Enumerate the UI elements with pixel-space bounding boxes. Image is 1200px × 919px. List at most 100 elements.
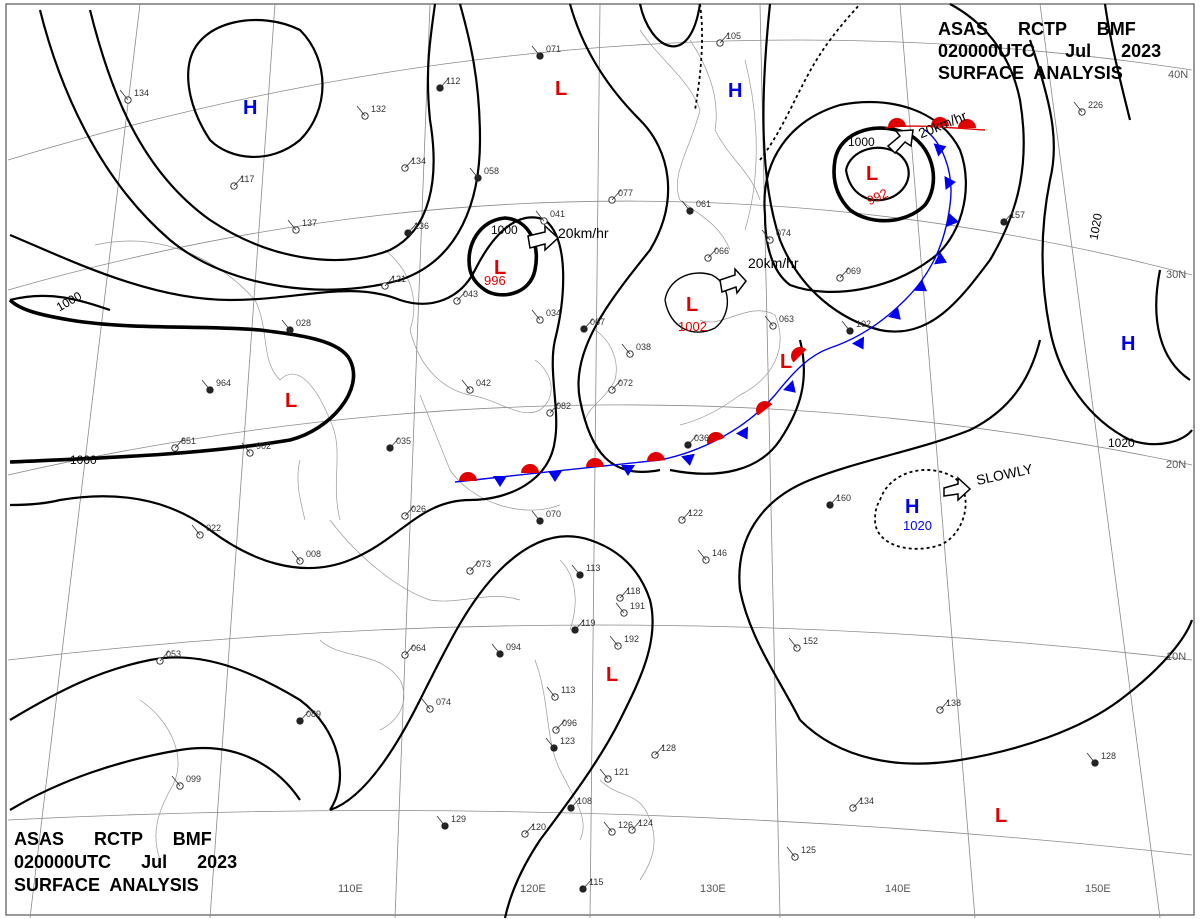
station-plot-icon: 008 — [291, 549, 321, 565]
station-pressure-code: 099 — [186, 774, 201, 784]
high-pressure-icon: H — [243, 97, 257, 119]
station-plot-icon: 053 — [156, 649, 181, 665]
station-pressure-code: 115 — [589, 877, 603, 887]
lon-label-150e: 150E — [1085, 883, 1111, 895]
motion-speed-label: 20km/hr — [916, 107, 969, 141]
station-pressure-code: 034 — [546, 308, 561, 318]
wind-barb — [852, 797, 863, 809]
station-pressure-code: 902 — [256, 441, 271, 451]
map-frame — [5, 3, 1195, 916]
wind-barb — [939, 699, 950, 711]
header-top-time: 020000UTC Jul 2023 — [938, 41, 1162, 61]
low-pressure-icon: L — [686, 294, 698, 316]
station-pressure-code: 121 — [614, 767, 629, 777]
station-plot-icon: 036 — [684, 433, 709, 449]
wind-barb — [545, 737, 555, 749]
cold-front-triangle — [933, 143, 947, 157]
isobars — [8, 3, 1194, 919]
wind-barb — [829, 494, 840, 506]
wind-barb — [841, 320, 851, 332]
station-plot-icon: 851 — [171, 436, 196, 452]
wind-barb — [839, 267, 850, 279]
latitude-labels: 40N 30N 20N 10N — [1166, 69, 1188, 663]
station-plot-icon: 118 — [616, 586, 640, 602]
wind-barb — [631, 819, 642, 831]
lon-label-120e: 120E — [520, 883, 546, 895]
station-plot-icon: 112 — [436, 76, 460, 92]
wind-barb — [764, 315, 774, 327]
station-plot-icon: 121 — [599, 767, 629, 783]
station-plot-icon: 064 — [401, 643, 426, 659]
station-plot-icon: 128 — [1086, 751, 1116, 767]
wind-barb — [687, 434, 698, 446]
warm-front-semicircle — [756, 401, 773, 416]
station-pressure-code: 138 — [946, 698, 961, 708]
station-pressure-code: 058 — [484, 166, 499, 176]
station-plot-icon: 136 — [404, 221, 429, 237]
coastlines — [94, 29, 781, 881]
wind-barb — [291, 550, 301, 562]
wind-barb — [191, 524, 201, 536]
wind-barb — [531, 45, 541, 57]
station-pressure-code: 113 — [561, 685, 575, 695]
station-plot-icon: 123 — [545, 736, 575, 752]
station-plot-icon: 067 — [580, 317, 605, 333]
station-plot-icon: 038 — [621, 342, 651, 358]
station-pressure-code: 042 — [476, 378, 491, 388]
wind-barb — [697, 549, 707, 561]
wind-barb — [570, 797, 581, 809]
wind-barb — [611, 379, 622, 391]
lat-label-30n: 30N — [1166, 269, 1186, 281]
station-pressure-code: 121 — [391, 274, 406, 284]
station-pressure-code: 026 — [411, 504, 426, 514]
wind-barb — [531, 510, 541, 522]
wind-barb — [407, 222, 418, 234]
low-pressure-icon: L — [606, 664, 618, 686]
header-top-agency: ASAS RCTP BMF — [938, 19, 1136, 39]
station-pressure-code: 102 — [856, 319, 871, 329]
station-pressure-code: 041 — [550, 209, 565, 219]
station-pressure-code: 064 — [411, 643, 426, 653]
wind-barb — [119, 89, 129, 101]
low-pressure-icon: L — [866, 163, 878, 185]
station-plot-icon: 152 — [788, 636, 818, 652]
station-pressure-code: 124 — [638, 818, 653, 828]
motion-speed-label: 20km/hr — [558, 225, 609, 241]
station-pressure-code: 094 — [506, 642, 521, 652]
wind-barb — [1086, 752, 1096, 764]
motion-arrow-icon — [943, 476, 972, 502]
station-pressure-code: 125 — [801, 845, 816, 855]
station-plot-icon: 226 — [1073, 100, 1103, 116]
station-pressure-code: 146 — [712, 548, 727, 558]
station-plot-icon: 102 — [841, 319, 871, 335]
cold-front-triangle — [735, 426, 749, 440]
station-plot-icon: 125 — [786, 845, 816, 861]
wind-barb — [469, 560, 480, 572]
motion-speed-label: 20km/hr — [748, 255, 799, 271]
wind-barb — [549, 402, 560, 414]
cold-front-triangle — [681, 453, 695, 466]
cold-front-triangle — [851, 336, 865, 350]
motion-arrows — [527, 129, 972, 502]
wind-barb — [389, 437, 400, 449]
warm-front-semicircle — [791, 347, 807, 363]
wind-barb — [461, 379, 471, 391]
station-plots: 071 105 134 112 132 134 058 117 137 136 041 077 061 0… — [119, 31, 1116, 893]
station-plot-icon: 113 — [571, 563, 600, 579]
cold-front-triangle — [493, 476, 507, 487]
station-plot-icon: 073 — [466, 559, 491, 575]
wind-barb — [287, 219, 297, 231]
station-plot-icon: 022 — [191, 523, 221, 539]
cold-front-triangle — [913, 279, 928, 292]
station-plot-icon: 071 — [531, 44, 561, 60]
isobar-label: 1020 — [1108, 436, 1135, 450]
station-pressure-code: 038 — [636, 342, 651, 352]
isobar-label: 1000 — [70, 453, 97, 467]
wind-barb — [1003, 211, 1014, 223]
station-pressure-code: 112 — [446, 76, 460, 86]
wind-barb — [786, 846, 796, 858]
station-pressure-code: 028 — [296, 318, 311, 328]
station-pressure-code: 036 — [694, 433, 709, 443]
station-pressure-code: 074 — [776, 228, 791, 238]
wind-barb — [609, 635, 619, 647]
